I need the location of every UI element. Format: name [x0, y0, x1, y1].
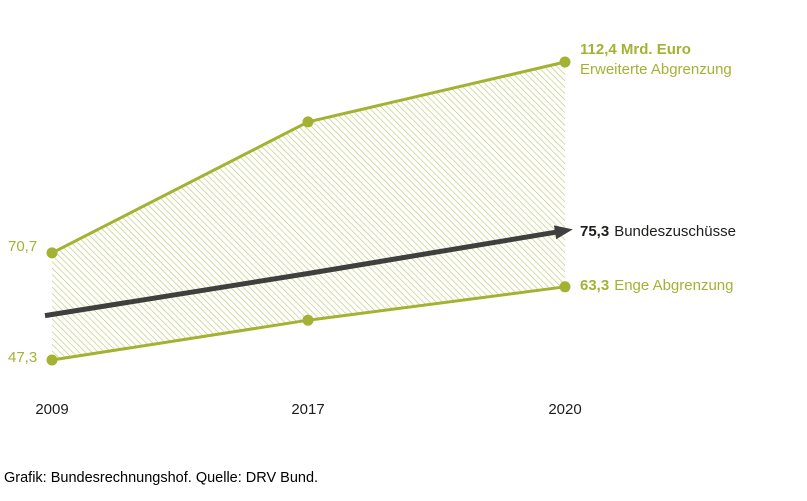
upper-end-value: 112,4 Mrd. Euro	[580, 41, 691, 58]
lower-series-name: Enge Abgrenzung	[614, 277, 734, 294]
source-caption: Grafik: Bundesrechnungshof. Quelle: DRV …	[4, 470, 319, 486]
lower-series-label: 63,3 Enge Abgrenzung	[580, 276, 733, 296]
data-point-marker	[46, 247, 58, 259]
x-tick-2017: 2017	[291, 401, 325, 418]
arrow-series-label: 75,3 Bundeszuschüsse	[580, 222, 736, 242]
bundeszuschuesse-arrow	[44, 225, 573, 319]
start-value-label-lower: 47,3	[8, 349, 38, 366]
data-point-marker	[302, 314, 314, 326]
arrow-series-name: Bundeszuschüsse	[614, 223, 736, 240]
data-point-marker	[559, 281, 571, 293]
start-value-label-upper: 70,7	[8, 238, 38, 255]
arrow-end-value: 75,3	[580, 223, 610, 240]
data-point-marker	[559, 56, 571, 68]
data-point-marker	[46, 354, 58, 366]
x-tick-2009: 2009	[35, 401, 69, 418]
hatched-band-area	[52, 62, 565, 360]
lower-end-value: 63,3	[580, 277, 610, 294]
x-tick-2020: 2020	[548, 401, 582, 418]
upper-series-label: 112,4 Mrd. Euro Erweiterte Abgrenzung	[580, 40, 732, 80]
data-point-marker	[302, 116, 314, 128]
upper-series-name: Erweiterte Abgrenzung	[580, 61, 732, 78]
